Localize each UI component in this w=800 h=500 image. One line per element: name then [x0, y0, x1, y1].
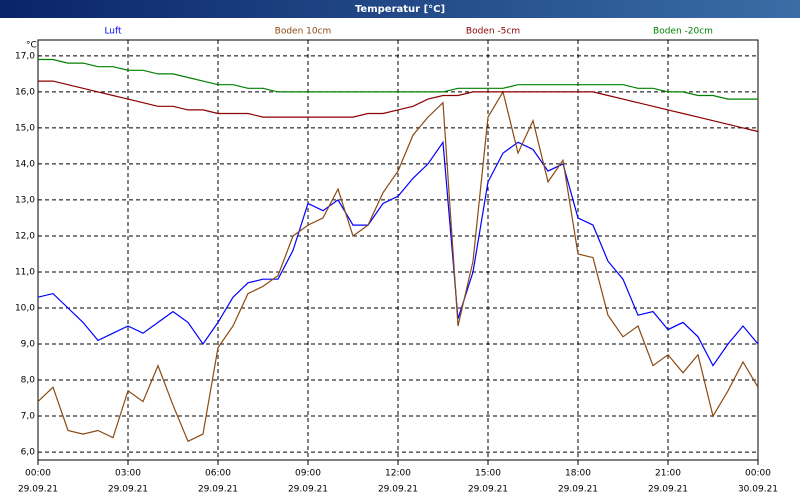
title-bar: [0, 0, 800, 18]
y-tick-label: 16,0: [15, 87, 35, 97]
x-tick-label: 06:00: [205, 469, 231, 479]
x-tick-date: 29.09.21: [468, 485, 508, 495]
x-tick-date: 29.09.21: [198, 485, 238, 495]
chart-title: Temperatur [°C]: [355, 4, 445, 15]
x-tick-label: 03:00: [115, 469, 141, 479]
series-line: [37, 140, 759, 367]
x-tick-label: 09:00: [295, 469, 321, 479]
y-tick-label: 10,0: [15, 303, 35, 313]
x-tick-label: 00:00: [25, 469, 51, 479]
x-tick-label: 18:00: [565, 469, 591, 479]
plot-frame: [37, 39, 759, 461]
x-tick-date: 29.09.21: [648, 485, 688, 495]
x-tick-date: 29.09.21: [558, 485, 598, 495]
series-line: [37, 90, 759, 443]
y-tick-label: 7,0: [21, 412, 36, 422]
x-tick-date: 30.09.21: [738, 485, 778, 495]
y-tick-label: 13,0: [15, 195, 35, 205]
y-tick-label: 11,0: [15, 267, 35, 277]
y-tick-label: 12,0: [15, 231, 35, 241]
legend-label: Boden -5cm: [466, 27, 520, 37]
y-tick-label: 17,0: [15, 51, 35, 61]
x-tick-label: 15:00: [475, 469, 501, 479]
legend-label: Boden -20cm: [653, 27, 713, 37]
x-tick-label: 21:00: [655, 469, 681, 479]
x-tick-label: 12:00: [385, 469, 411, 479]
y-tick-label: 15,0: [15, 123, 35, 133]
x-tick-date: 29.09.21: [288, 485, 328, 495]
x-tick-label: 00:00: [745, 469, 771, 479]
legend-label: Luft: [104, 27, 122, 37]
y-tick-label: 6,0: [21, 448, 36, 458]
x-tick-date: 29.09.21: [108, 485, 148, 495]
legend-label: Boden 10cm: [275, 27, 332, 37]
series-line: [38, 80, 759, 133]
x-tick-date: 29.09.21: [18, 485, 58, 495]
y-unit: °C: [26, 41, 37, 51]
y-tick-label: 14,0: [15, 159, 35, 169]
x-tick-date: 29.09.21: [378, 485, 418, 495]
series-line: [38, 58, 758, 100]
y-tick-label: 9,0: [21, 340, 36, 350]
y-tick-label: 8,0: [21, 376, 36, 386]
